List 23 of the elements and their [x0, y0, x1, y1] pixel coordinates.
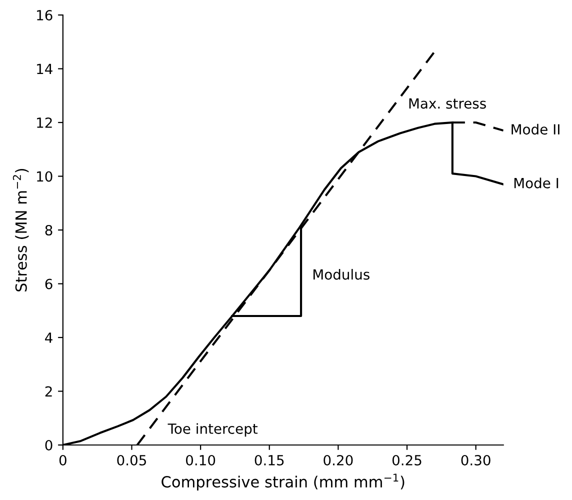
y-tick-label: 0 — [45, 440, 52, 450]
x-tick-label: 0.15 — [254, 454, 284, 466]
x-tick-label: 0.25 — [392, 454, 422, 466]
annotation: Mode II — [512, 124, 560, 135]
y-tick-label: 14 — [37, 64, 52, 74]
y-tick-label: 4 — [45, 332, 52, 343]
y-axis-title: Stress (MN m$^{−2}$) — [12, 168, 29, 292]
y-tick-label: 12 — [37, 117, 52, 128]
y-tick-label: 2 — [45, 386, 52, 397]
x-tick-label: 0.05 — [117, 454, 146, 466]
x-tick-label: 0.10 — [186, 454, 216, 466]
x-axis-title: Compressive strain (mm mm$^{−1}$) — [162, 474, 404, 491]
y-tick-label: 16 — [37, 10, 52, 20]
y-tick-label: 10 — [37, 171, 52, 182]
x-tick-label: 0.20 — [324, 454, 353, 466]
annotation: Modulus — [314, 268, 370, 280]
x-tick-label: 0.30 — [461, 454, 490, 466]
y-tick-label: 8 — [45, 224, 52, 236]
annotation: Max. stress — [409, 98, 486, 109]
x-tick-label: 0 — [59, 454, 66, 466]
annotation: Mode I — [514, 178, 558, 188]
annotation: Toe intercept — [168, 423, 258, 437]
y-tick-label: 6 — [45, 278, 52, 290]
